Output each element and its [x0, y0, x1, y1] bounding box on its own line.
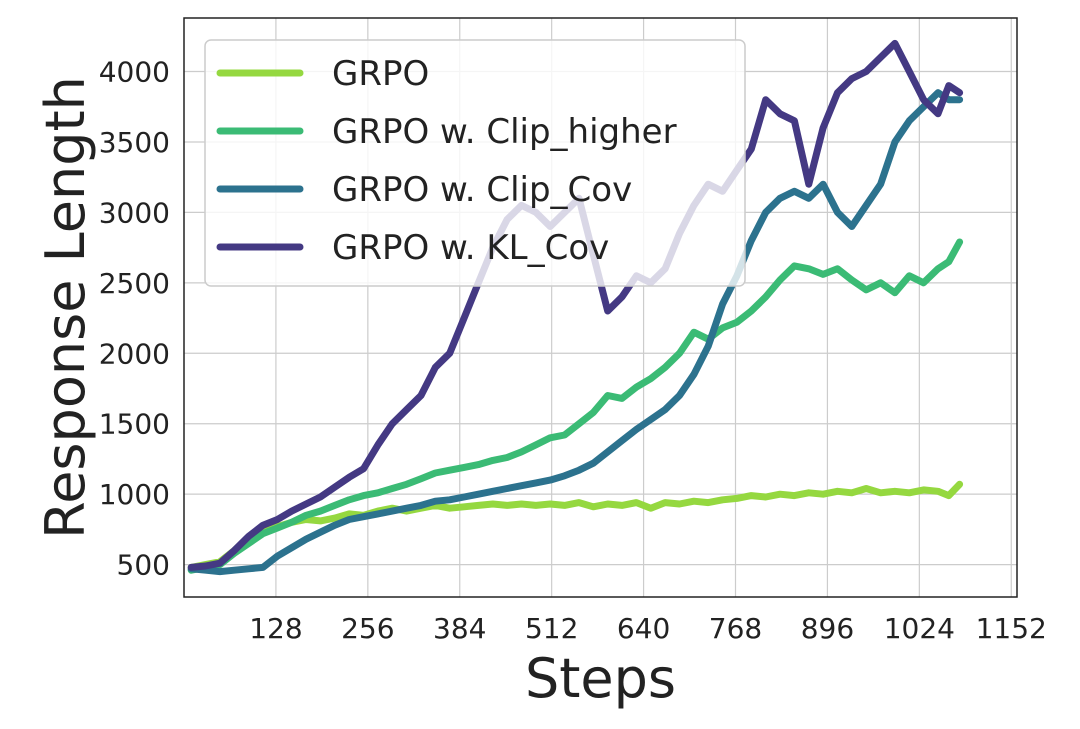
legend-label-3: GRPO w. KL_Cov	[332, 228, 609, 268]
x-tick-label: 256	[341, 612, 394, 645]
series-line-0	[187, 480, 964, 571]
legend: GRPO GRPO w. Clip_higher GRPO w. Clip_Cov G…	[204, 39, 746, 287]
x-tick-label: 384	[433, 612, 486, 645]
x-axis-title: Steps	[525, 647, 676, 710]
x-tick-label: 640	[617, 612, 670, 645]
y-tick-label: 4000	[99, 56, 170, 89]
legend-box	[204, 39, 746, 287]
x-tick-label: 896	[801, 612, 854, 645]
y-tick-label: 2500	[99, 267, 170, 300]
legend-label-2: GRPO w. Clip_Cov	[332, 170, 632, 210]
y-tick-label: 3000	[99, 196, 170, 229]
x-tick-label: 1152	[976, 612, 1047, 645]
x-tick-label: 1024	[884, 612, 955, 645]
x-tick-label: 512	[525, 612, 578, 645]
y-axis-title: Response Length	[34, 76, 97, 539]
y-tick-label: 1000	[99, 478, 170, 511]
y-tick-label: 2000	[99, 337, 170, 370]
plot-frame	[183, 17, 1018, 598]
y-tick-label: 1500	[99, 408, 170, 441]
legend-label-1: GRPO w. Clip_higher	[332, 112, 677, 152]
x-tick-labels: 128 256 384 512 640 768 896 1024 1152	[249, 612, 1047, 645]
series-line-1	[187, 238, 964, 574]
legend-label-0: GRPO	[332, 54, 429, 94]
y-tick-labels: 500 1000 1500 2000 2500 3000 3500 4000	[99, 56, 170, 582]
series-line-2	[187, 89, 964, 576]
y-tick-label: 500	[117, 549, 170, 582]
x-tick-label: 128	[249, 612, 302, 645]
x-tick-label: 768	[709, 612, 762, 645]
y-tick-label: 3500	[99, 126, 170, 159]
